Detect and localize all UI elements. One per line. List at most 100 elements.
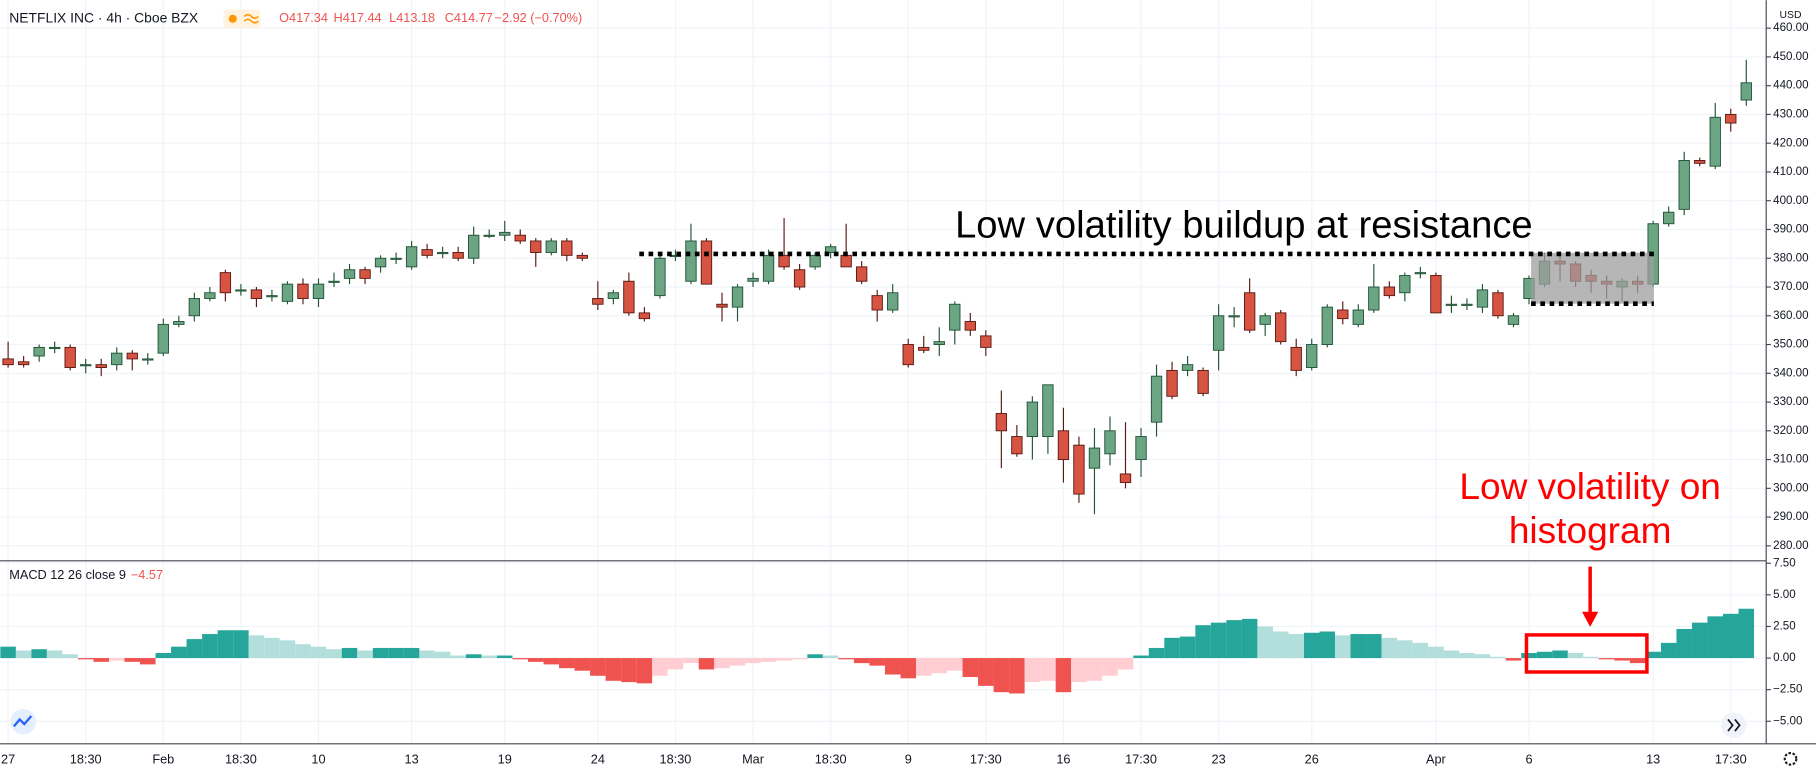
histogram-bar <box>388 647 404 659</box>
candle-body <box>312 283 325 299</box>
candle-body <box>421 249 433 256</box>
consolidation-box <box>1531 252 1654 304</box>
histogram-bar <box>652 658 668 676</box>
histogram-bar <box>279 640 296 659</box>
scroll-button[interactable] <box>1721 712 1747 739</box>
candle-body <box>468 234 480 259</box>
candle-body <box>188 298 201 317</box>
candle-body <box>1337 309 1349 320</box>
candle-body <box>654 257 666 297</box>
histogram-bar <box>496 655 513 659</box>
candle-body <box>1383 286 1396 297</box>
candle-body <box>793 269 806 288</box>
histogram-bar <box>1567 653 1584 659</box>
histogram-bar <box>1707 616 1723 659</box>
y-tick-label: 380.00 <box>1773 252 1808 264</box>
histogram-bar <box>1428 646 1444 659</box>
histogram-bar <box>636 658 653 684</box>
histogram-bar <box>93 658 109 662</box>
candle-body <box>949 303 961 331</box>
x-tick-label: 17:30 <box>970 751 1002 766</box>
candle-body <box>1678 159 1690 210</box>
histogram-bar <box>559 658 575 669</box>
histogram-bar <box>869 658 885 666</box>
histogram-bar <box>434 651 451 659</box>
candle-body <box>716 303 728 308</box>
histogram-bar <box>1505 658 1522 661</box>
candle-body <box>700 240 713 285</box>
y-tick-label: 340.00 <box>1773 367 1808 379</box>
histogram-bar <box>1303 632 1320 659</box>
histogram-bar <box>1350 634 1367 659</box>
candle-body <box>1306 344 1318 368</box>
marks <box>0 59 1755 694</box>
candle-body <box>1243 292 1256 331</box>
x-tick-label: 6 <box>1525 751 1532 766</box>
candle-body <box>561 240 573 256</box>
annotation: histogram <box>1509 509 1672 551</box>
candle-body <box>1694 159 1706 164</box>
candle-body <box>1507 315 1520 325</box>
candle-body <box>840 254 852 268</box>
candle-body <box>576 254 588 259</box>
candle-body <box>514 234 526 242</box>
candle-body <box>638 312 651 320</box>
histogram-bar <box>202 634 218 659</box>
candle-body <box>747 277 759 282</box>
histogram-bar <box>62 654 78 659</box>
y-tick-label: −5.00 <box>1773 715 1802 727</box>
candle-body <box>623 280 635 314</box>
settings-icon[interactable] <box>1783 752 1798 766</box>
histogram-bar <box>1086 658 1103 681</box>
candle-body <box>762 254 775 282</box>
y-tick-label: 310.00 <box>1773 454 1808 466</box>
candle-body <box>111 352 123 366</box>
histogram-bar <box>1102 658 1118 676</box>
candle-body <box>1275 312 1287 343</box>
x-tick-label: Feb <box>152 751 174 766</box>
candle-body <box>219 272 232 294</box>
ohlc-low: L413.18 <box>389 10 435 25</box>
x-tick-label: 26 <box>1305 751 1319 766</box>
ohlc-close: C414.77 <box>445 10 493 25</box>
histogram-bar <box>1335 635 1351 659</box>
candle-body <box>374 257 387 268</box>
candle-body <box>266 295 278 298</box>
x-tick-label: 27 <box>1 751 15 766</box>
histogram-bar <box>140 658 156 665</box>
histogram-bar <box>1412 642 1429 659</box>
candle-body <box>17 361 30 366</box>
candle-body <box>1414 272 1427 275</box>
y-tick-label: 360.00 <box>1773 310 1808 322</box>
histogram-bar <box>217 630 234 659</box>
candle-body <box>1492 292 1504 317</box>
candle-body <box>436 252 449 255</box>
candle-body <box>452 252 464 259</box>
histogram-bar <box>1676 628 1692 659</box>
x-tick-label: 13 <box>405 751 419 766</box>
histogram-bar <box>1179 636 1196 659</box>
candle-body <box>157 323 169 354</box>
histogram-bar <box>1319 631 1336 659</box>
histogram-bar <box>295 644 311 659</box>
logo-icon <box>13 715 33 728</box>
candle-body <box>545 240 557 253</box>
candle-body <box>2 358 14 366</box>
y-tick-label: 460.00 <box>1773 22 1808 34</box>
y-tick-label: 400.00 <box>1773 195 1808 207</box>
histogram-bar <box>1241 618 1258 659</box>
ohlc-open: O417.34 <box>279 10 328 25</box>
y-tick-label: 2.50 <box>1773 621 1796 633</box>
histogram-bar <box>1288 634 1304 659</box>
candle-body <box>328 280 340 283</box>
y-tick-label: 320.00 <box>1773 425 1808 437</box>
histogram-bar <box>714 658 730 669</box>
histogram-bar <box>1148 647 1165 659</box>
candle-body <box>871 295 883 311</box>
histogram-bar <box>1133 655 1149 659</box>
histogram-bar <box>931 658 948 674</box>
histogram-bar <box>1210 622 1227 659</box>
candle-body <box>778 254 790 268</box>
histogram-bar <box>1226 620 1242 659</box>
